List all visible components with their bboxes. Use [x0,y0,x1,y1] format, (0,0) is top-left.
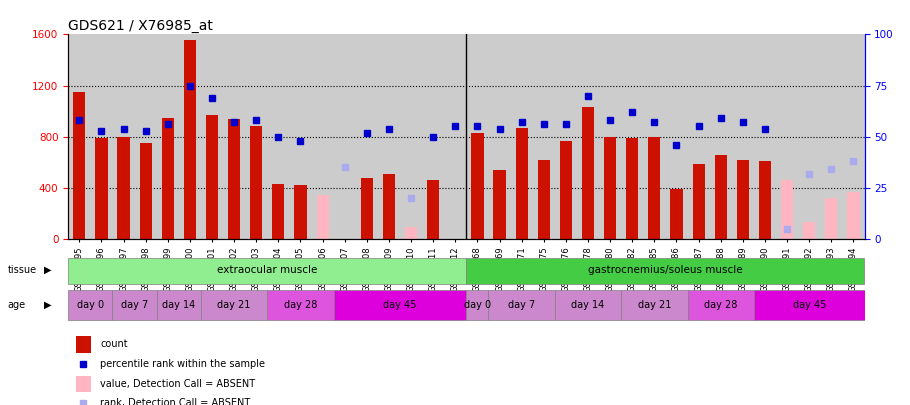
Text: day 14: day 14 [571,300,604,310]
Bar [68,290,113,320]
Bar [555,290,622,320]
Text: extraocular muscle: extraocular muscle [217,265,318,275]
Bar [604,137,616,239]
Text: day 45: day 45 [383,300,417,310]
Bar [493,170,506,239]
Text: day 7: day 7 [121,300,148,310]
Text: age: age [7,300,25,309]
Bar [113,290,157,320]
Text: day 21: day 21 [217,300,251,310]
Bar [516,128,528,239]
Bar [206,115,218,239]
Text: day 28: day 28 [284,300,318,310]
Bar [581,107,594,239]
Bar [184,40,196,239]
Bar [76,337,91,352]
Bar [360,177,373,239]
Bar [825,198,837,239]
Bar [73,92,86,239]
Bar [317,196,329,239]
Bar [427,180,440,239]
Bar [737,160,749,239]
Bar [626,138,638,239]
Bar [671,189,682,239]
Text: day 28: day 28 [704,300,737,310]
Bar [250,126,262,239]
Bar [466,290,489,320]
Bar [157,290,201,320]
Text: ▶: ▶ [44,265,51,275]
Bar [560,141,572,239]
Bar [538,160,550,239]
Bar [714,155,727,239]
Bar [759,161,771,239]
Text: day 14: day 14 [162,300,196,310]
Bar [648,137,661,239]
Bar [847,192,860,239]
Text: day 0: day 0 [76,300,104,310]
Bar [688,290,753,320]
Text: GDS621 / X76985_at: GDS621 / X76985_at [68,19,213,33]
Bar [489,290,555,320]
Text: day 45: day 45 [793,300,826,310]
Bar [693,164,704,239]
Text: gastrocnemius/soleus muscle: gastrocnemius/soleus muscle [588,265,743,275]
Bar [804,222,815,239]
Bar [96,138,107,239]
Text: day 0: day 0 [464,300,491,310]
Bar [471,133,483,239]
Text: value, Detection Call = ABSENT: value, Detection Call = ABSENT [100,379,255,389]
Text: count: count [100,339,127,350]
Bar [228,119,240,239]
Bar [383,174,395,239]
Bar [295,185,307,239]
Bar [76,376,91,392]
Bar [201,290,268,320]
Bar [466,258,864,284]
Text: rank, Detection Call = ABSENT: rank, Detection Call = ABSENT [100,398,250,405]
Bar [117,137,129,239]
Bar [781,180,794,239]
Bar [622,290,688,320]
Bar [272,184,285,239]
Bar [139,143,152,239]
Text: percentile rank within the sample: percentile rank within the sample [100,359,265,369]
Text: day 21: day 21 [638,300,671,310]
Bar [162,117,174,239]
Bar [268,290,334,320]
Text: ▶: ▶ [44,300,51,309]
Bar [753,290,864,320]
Bar [334,290,466,320]
Text: tissue: tissue [7,265,36,275]
Text: day 7: day 7 [508,300,535,310]
Bar [405,228,417,239]
Bar [68,258,466,284]
